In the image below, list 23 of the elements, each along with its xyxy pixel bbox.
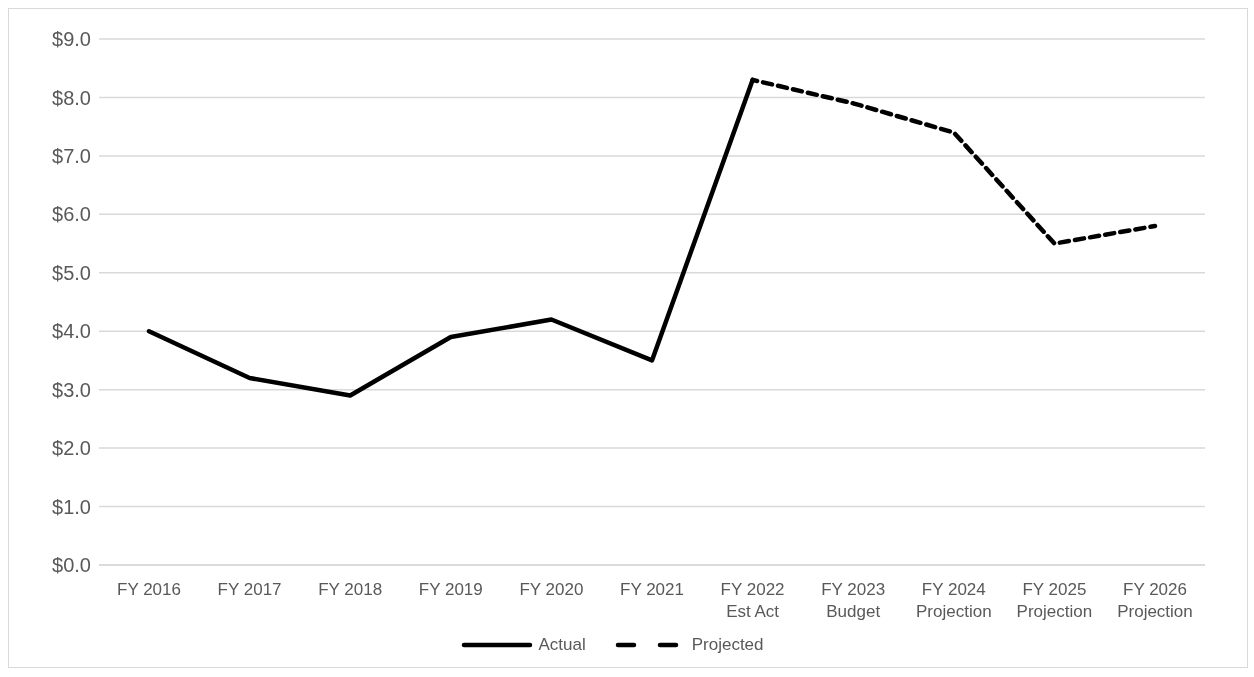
y-tick-label: $8.0 — [52, 86, 91, 109]
y-tick-label: $3.0 — [52, 378, 91, 401]
y-tick-label: $2.0 — [52, 437, 91, 460]
x-tick-label: FY 2025 Projection — [1016, 580, 1093, 621]
x-tick-label: FY 2026 Projection — [1117, 580, 1193, 621]
x-tick-label: FY 2024 Projection — [916, 580, 992, 621]
legend-label: Actual — [538, 635, 586, 655]
x-tick-label: FY 2023 Budget — [821, 580, 886, 621]
x-tick-label: FY 2017 — [217, 580, 282, 599]
y-tick-label: $0.0 — [52, 554, 91, 577]
y-tick-label: $4.0 — [52, 320, 91, 343]
y-tick-label: $5.0 — [52, 261, 91, 284]
x-tick-label: FY 2020 — [519, 580, 584, 599]
x-tick-label: FY 2021 — [620, 580, 684, 599]
x-tick-label: FY 2022 Est Act — [720, 580, 785, 621]
y-tick-label: $7.0 — [52, 144, 91, 167]
x-tick-label: FY 2019 — [418, 580, 483, 599]
y-tick-label: $1.0 — [52, 495, 91, 518]
x-tick-label: FY 2018 — [318, 580, 383, 599]
y-tick-label: $6.0 — [52, 203, 91, 226]
legend-label: Projected — [691, 635, 764, 655]
y-tick-label: $9.0 — [52, 28, 91, 51]
x-tick-label: FY 2016 — [117, 580, 181, 599]
